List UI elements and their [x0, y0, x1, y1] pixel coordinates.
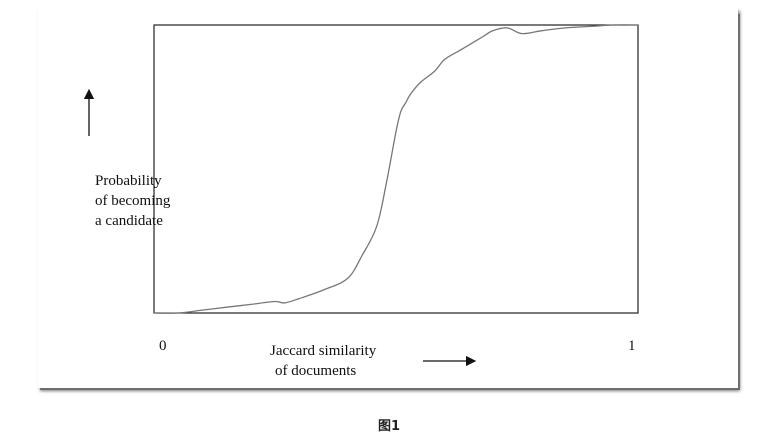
x-tick-label: 1 — [628, 338, 636, 354]
series-line — [153, 24, 639, 314]
y-axis-label-line: of becoming — [95, 193, 171, 209]
x-axis-label: Jaccard similarity of documents — [270, 341, 376, 381]
y-axis-label-line: Probability — [95, 173, 162, 189]
figure-caption: 图1 — [377, 419, 401, 434]
plot-frame — [153, 24, 639, 314]
figure-card: Probability of becoming a candidate 0 1 … — [38, 8, 740, 390]
chart-canvas — [83, 24, 639, 367]
x-tick-label: 0 — [159, 338, 167, 354]
y-axis-label: Probability of becoming a candidate — [95, 171, 195, 231]
x-axis-label-line: of documents — [275, 363, 357, 379]
y-axis-label-line: a candidate — [95, 213, 163, 229]
x-axis-label-line: Jaccard similarity — [270, 343, 377, 359]
